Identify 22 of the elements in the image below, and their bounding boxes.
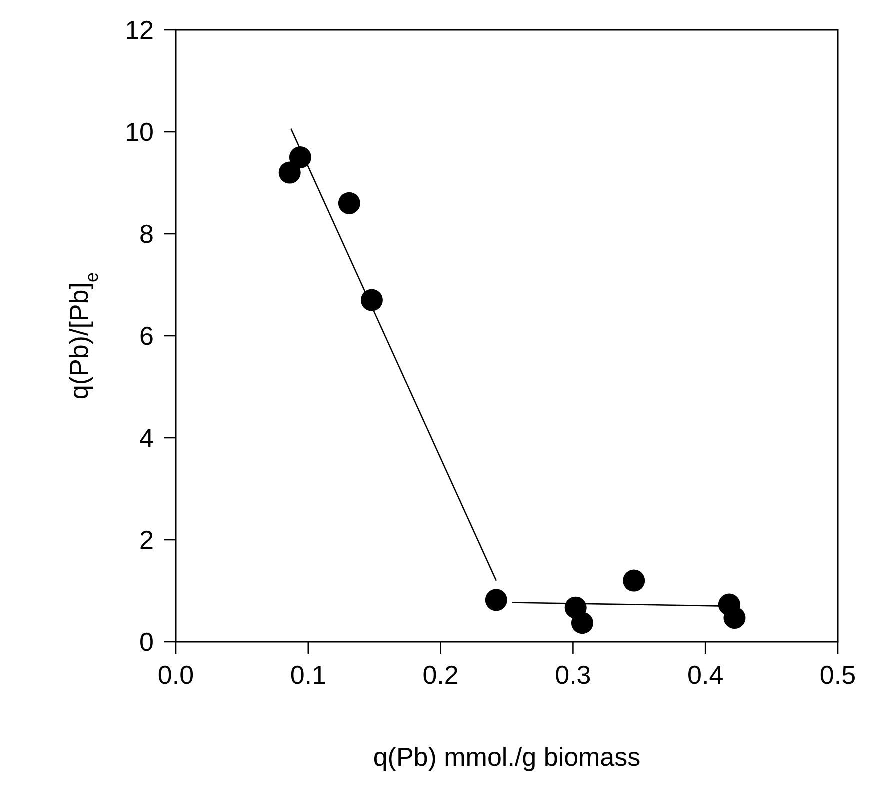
y-tick-label: 8 bbox=[140, 219, 154, 250]
x-tick-label: 0.5 bbox=[820, 660, 856, 690]
point bbox=[278, 162, 301, 184]
x-tick-label: 0.0 bbox=[158, 660, 194, 690]
point bbox=[571, 612, 594, 634]
point bbox=[485, 589, 508, 612]
y-tick-label: 12 bbox=[125, 15, 154, 46]
y-tick-label: 0 bbox=[140, 627, 154, 658]
point bbox=[289, 146, 312, 168]
y-tick-label: 10 bbox=[125, 117, 154, 148]
point bbox=[360, 289, 383, 312]
point bbox=[724, 607, 746, 630]
y-tick-label: 6 bbox=[140, 321, 154, 352]
x-tick-label: 0.3 bbox=[555, 660, 592, 690]
x-tick-label: 0.1 bbox=[290, 660, 326, 690]
point bbox=[623, 570, 646, 592]
x-axis-title: q(Pb) mmol./g biomass bbox=[373, 742, 641, 772]
x-tick-label: 0.2 bbox=[422, 660, 459, 690]
x-tick-label: 0.4 bbox=[688, 660, 724, 690]
point bbox=[338, 192, 360, 214]
y-tick-label: 2 bbox=[140, 525, 154, 556]
y-tick-label: 4 bbox=[140, 423, 154, 454]
